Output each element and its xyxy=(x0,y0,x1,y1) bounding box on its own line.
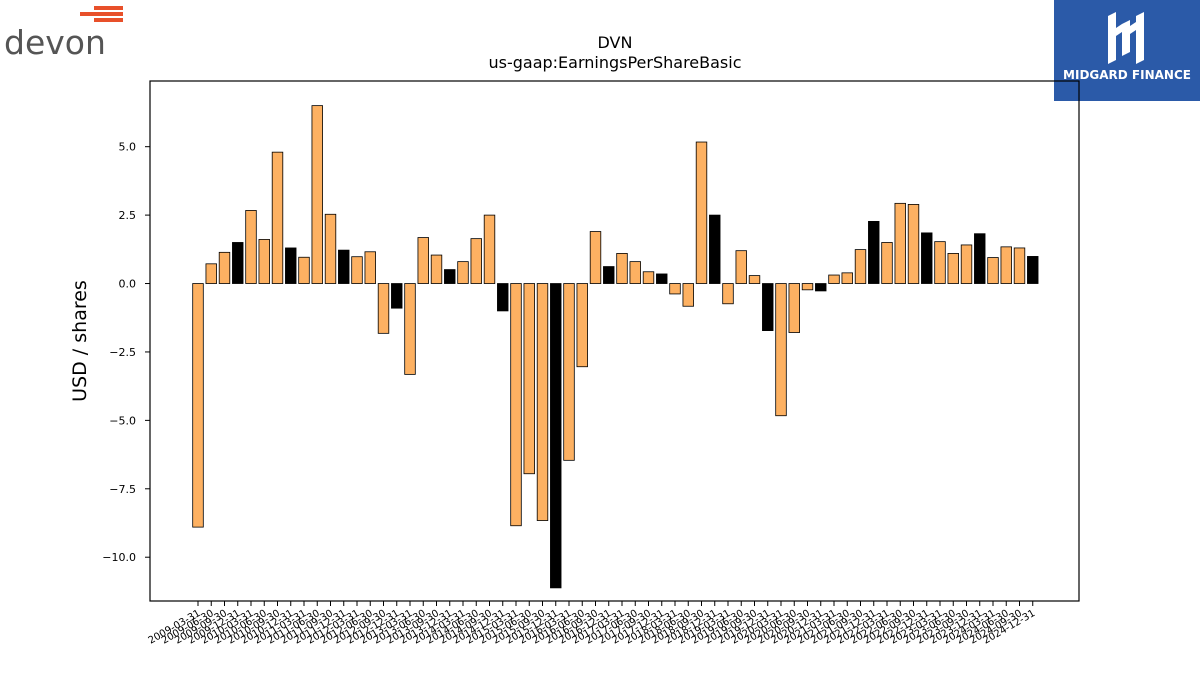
devon-logo: devon xyxy=(0,0,140,70)
bar-2017-12-31 xyxy=(656,273,668,284)
bar-2024-06-30 xyxy=(1000,246,1012,284)
bar-2013-12-31 xyxy=(444,269,456,284)
chart-title: DVN xyxy=(598,33,633,52)
bar-2011-09-30 xyxy=(324,213,337,284)
bar-2016-03-31 xyxy=(563,283,575,461)
bar-2015-03-31 xyxy=(510,283,522,527)
bar-2014-09-30 xyxy=(483,214,496,284)
bar-2021-12-31 xyxy=(868,220,880,284)
bar-2018-03-31 xyxy=(669,283,681,295)
bar-2018-12-31 xyxy=(709,214,721,284)
plot-frame xyxy=(149,80,1080,602)
bar-2013-03-31 xyxy=(404,283,416,375)
bar-2010-03-31 xyxy=(245,210,257,284)
bar-2024-12-31 xyxy=(1027,256,1039,284)
bar-2019-06-30 xyxy=(735,250,747,284)
bar-2023-03-31 xyxy=(934,241,946,284)
midgard-m-logo-icon xyxy=(1108,12,1144,64)
bar-2017-09-30 xyxy=(642,271,655,284)
bar-2011-12-31 xyxy=(338,249,350,284)
bar-2022-03-31 xyxy=(881,242,893,284)
bar-2010-06-30 xyxy=(258,239,270,284)
bar-2022-06-30 xyxy=(894,202,906,284)
bar-2009-09-30 xyxy=(218,251,231,284)
bar-2012-06-30 xyxy=(364,251,376,284)
bar-2020-03-31 xyxy=(775,283,787,417)
bar-2020-12-31 xyxy=(815,283,827,292)
bar-2020-06-30 xyxy=(788,283,800,333)
bar-2023-09-30 xyxy=(960,244,973,284)
midgard-finance-logo: MIDGARD FINANCE xyxy=(1054,0,1200,101)
y-tick-label: −10.0 xyxy=(102,551,136,564)
bar-2021-09-30 xyxy=(854,249,867,284)
bar-2014-12-31 xyxy=(497,283,509,312)
midgard-logo-text: MIDGARD FINANCE xyxy=(1063,68,1191,82)
bar-2019-12-31 xyxy=(762,283,774,331)
bar-2015-09-30 xyxy=(536,283,549,521)
bar-2018-09-30 xyxy=(695,141,708,284)
bar-2015-06-30 xyxy=(523,283,535,475)
bar-2009-12-31 xyxy=(232,242,244,284)
y-tick-label: −7.5 xyxy=(109,483,136,496)
bar-2016-06-30 xyxy=(576,283,588,368)
bar-2024-09-30 xyxy=(1013,247,1026,284)
chart-subtitle: us-gaap:EarningsPerShareBasic xyxy=(488,53,741,72)
bar-2013-09-30 xyxy=(430,254,443,284)
bar-2009-06-30 xyxy=(205,263,217,284)
bar-2016-09-30 xyxy=(589,231,602,284)
bar-2018-06-30 xyxy=(682,283,694,307)
bar-2017-06-30 xyxy=(629,261,641,284)
bar-2010-09-30 xyxy=(271,151,284,284)
y-tick-label: −2.5 xyxy=(109,346,136,359)
bar-2014-03-31 xyxy=(457,261,469,284)
bar-2021-06-30 xyxy=(841,272,853,284)
bar-2012-09-30 xyxy=(377,283,390,334)
y-tick-label: 2.5 xyxy=(119,209,137,222)
bar-2011-03-31 xyxy=(298,256,310,284)
y-tick-label: 5.0 xyxy=(119,141,137,154)
devon-stripes-logo-icon: devon xyxy=(4,6,123,62)
bar-2012-03-31 xyxy=(351,256,363,284)
bar-2023-12-31 xyxy=(974,233,986,284)
bar-2011-06-30 xyxy=(311,105,323,284)
bar-2021-03-31 xyxy=(828,274,840,284)
bar-2016-12-31 xyxy=(603,266,615,284)
bar-2015-12-31 xyxy=(550,283,562,589)
y-tick-label: −5.0 xyxy=(109,414,136,427)
bars-group xyxy=(192,105,1039,589)
bar-2013-06-30 xyxy=(417,237,429,284)
bar-2012-12-31 xyxy=(391,283,403,309)
bar-2024-03-31 xyxy=(987,257,999,284)
x-axis: 2009-03-312009-06-302009-09-302009-12-31… xyxy=(147,601,1037,647)
bar-2019-03-31 xyxy=(722,283,734,305)
bar-2010-12-31 xyxy=(285,247,297,284)
bar-2014-06-30 xyxy=(470,238,482,284)
devon-logo-text: devon xyxy=(4,23,106,62)
y-axis-label: USD / shares xyxy=(69,280,91,402)
bar-2023-06-30 xyxy=(947,253,959,284)
y-axis: 5.0 2.5 0.0 −2.5 −5.0 −7.5 −10.0 xyxy=(102,141,150,564)
bar-2019-09-30 xyxy=(748,275,761,284)
bar-2022-09-30 xyxy=(907,204,920,284)
bar-2017-03-31 xyxy=(616,253,628,284)
y-tick-label: 0.0 xyxy=(119,278,137,291)
bar-2009-03-31 xyxy=(192,283,204,528)
bar-2020-09-30 xyxy=(801,283,814,291)
bar-2022-12-31 xyxy=(921,232,933,284)
